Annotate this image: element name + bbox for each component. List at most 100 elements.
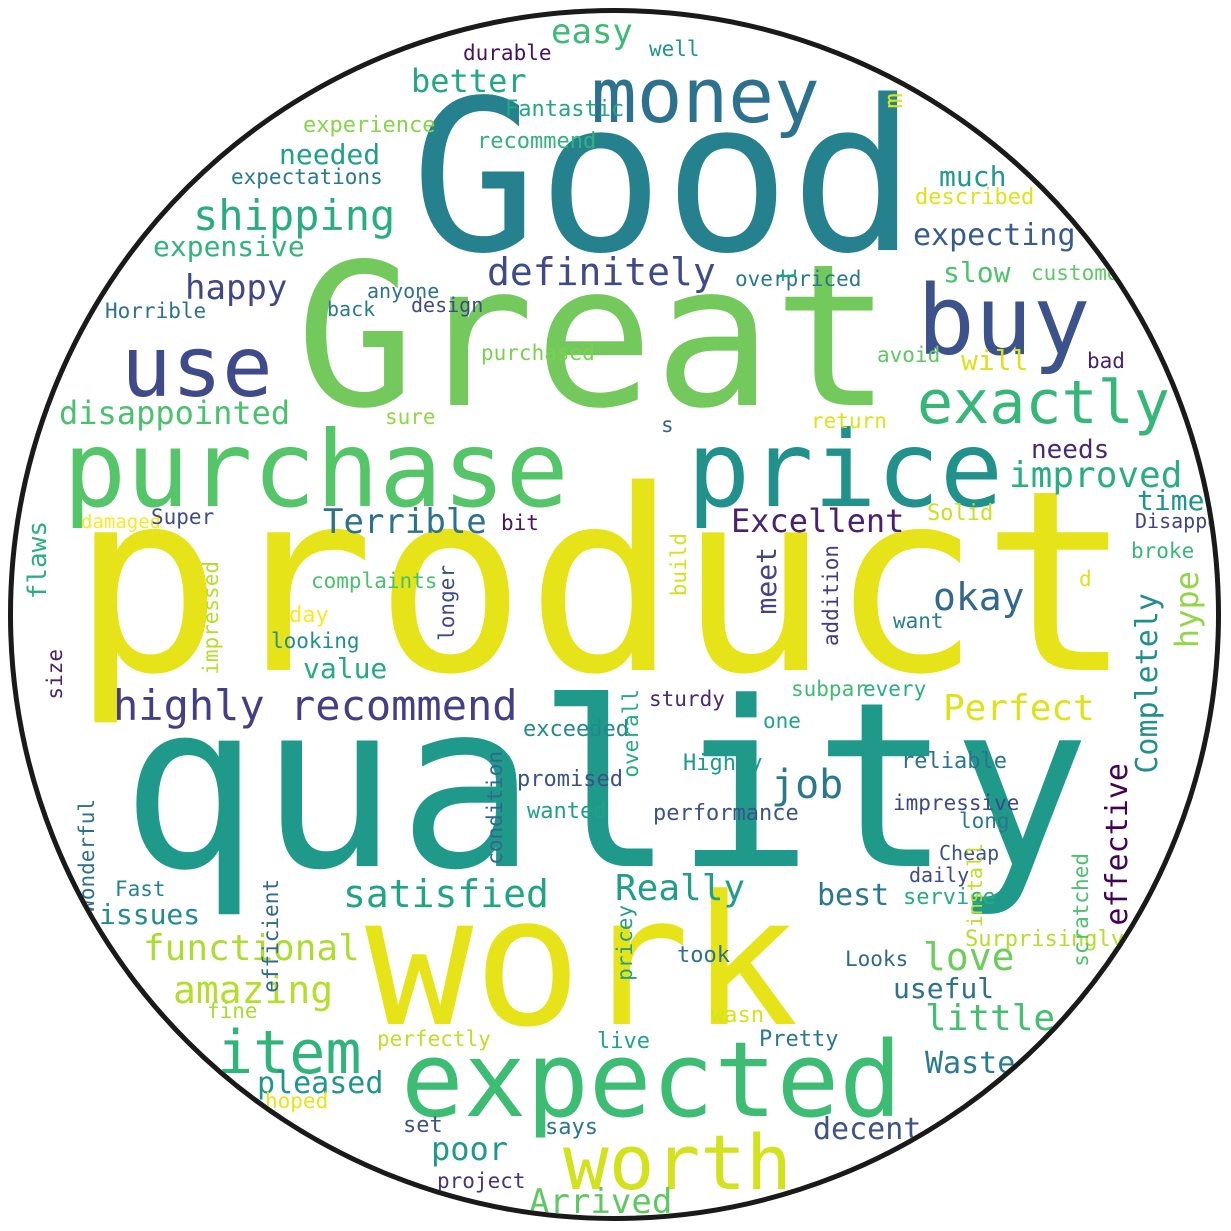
word-arrived: Arrived <box>529 1182 673 1221</box>
word-efficient: set <box>403 1113 443 1138</box>
word-d: return <box>811 409 887 433</box>
word-long: subpar <box>791 677 867 701</box>
word-effective: Surprisingly <box>965 927 1124 952</box>
word-recommend: hype <box>1168 571 1206 649</box>
word-exceeded: want <box>893 609 944 633</box>
word-says: install <box>963 843 987 928</box>
word-want: damaged <box>81 511 162 533</box>
word-well: meet <box>750 547 783 615</box>
word-looks: reliable <box>901 749 1007 774</box>
word-day: bit <box>501 511 539 535</box>
word-slow: slow <box>943 256 1011 289</box>
word-build: Looks <box>845 947 909 971</box>
word-happy: happy <box>185 268 288 308</box>
word-little: little <box>925 998 1056 1039</box>
word-performance: build <box>667 533 691 597</box>
word-longer: took <box>677 943 730 968</box>
word-much: much <box>939 160 1007 193</box>
word-reliable: looking <box>271 629 360 653</box>
word-impressive: addition <box>819 545 843 647</box>
word-good: Good <box>411 55 917 300</box>
word-durable: flaws <box>23 521 53 600</box>
word-money: money <box>591 51 820 140</box>
word-live: wanted <box>527 799 607 824</box>
word-buy: buy <box>917 265 1091 377</box>
word-needed: needed <box>279 138 381 171</box>
word-satisfied: satisfied <box>343 872 549 916</box>
word-super: purchased <box>481 341 595 365</box>
word-quality: quality <box>121 654 1091 921</box>
word-complaints: Super <box>151 505 215 529</box>
word-expectations: Completely <box>1130 593 1165 774</box>
word-item: item <box>217 1018 362 1088</box>
word-t: daily <box>909 863 970 887</box>
word-fantastic: t <box>773 267 803 283</box>
word-decent: decent <box>813 1112 922 1147</box>
word-design: experience <box>303 113 436 138</box>
word-cloud: product quality Great Good work purchase… <box>8 8 1221 1221</box>
word-worth: worth <box>563 1118 792 1207</box>
word-fast: every <box>863 677 927 701</box>
word-flaws: Fast <box>115 877 166 901</box>
word-cheap: exceeded <box>523 717 629 742</box>
word-highly-recommend: highly recommend <box>113 681 518 730</box>
word-okay: okay <box>933 575 1025 619</box>
word-hoped: impressive <box>893 791 1020 815</box>
word-hype: service <box>903 885 996 910</box>
word-better: better <box>411 62 527 100</box>
word-impressed: pricey <box>613 905 637 981</box>
word-value: value <box>303 652 388 685</box>
word-promised: impressed <box>199 561 223 675</box>
word-completely: scratched <box>1069 853 1093 967</box>
word-described: effective <box>1100 763 1135 926</box>
word-excellent: Excellent <box>731 502 905 540</box>
word-pretty: performance <box>653 801 799 826</box>
word-horrible: expectations <box>231 165 383 189</box>
word-meet: efficient <box>259 879 283 993</box>
word-wonderful: hoped <box>265 1089 329 1113</box>
word-expected: expected <box>401 1019 902 1141</box>
word-avoid: customer <box>1031 261 1133 285</box>
word-expecting: expecting <box>913 218 1076 253</box>
word-service: one <box>763 709 801 733</box>
word-anyone: Fantastic <box>505 97 625 122</box>
word-improved: improved <box>1009 455 1183 496</box>
word-price: price <box>687 409 1004 531</box>
word-broke: s <box>661 413 674 437</box>
word-shipping: shipping <box>193 191 396 240</box>
word-one: complaints <box>311 569 438 593</box>
word-use: use <box>121 318 273 416</box>
word-definitely: definitely <box>487 250 716 294</box>
word-scratched: says <box>545 1115 598 1140</box>
word-addition: fine <box>207 999 258 1023</box>
word-experience: m <box>879 93 909 109</box>
word-condition: perfectly <box>377 1027 491 1051</box>
word-fine: promised <box>517 767 623 792</box>
word-bit: avoid <box>877 343 941 367</box>
word-overall: live <box>597 1029 650 1054</box>
word-really: Really <box>615 868 746 909</box>
word-damaged: Horrible <box>105 299 207 323</box>
word-looking: Solid <box>927 501 994 526</box>
word-customer: durable <box>463 41 552 65</box>
word-useful: useful <box>893 972 995 1005</box>
word-sturdy: d <box>1079 567 1092 591</box>
word-took: Highly <box>683 751 763 776</box>
word-sure: anyone <box>367 279 440 303</box>
word-every: broke <box>1131 539 1195 563</box>
word-solid: bad <box>1087 349 1125 373</box>
word-waste: Waste <box>925 1046 1016 1081</box>
word-subpar: Disappointing <box>1135 509 1220 533</box>
word-love: love <box>923 935 1015 979</box>
word-install: Pretty <box>759 1027 839 1052</box>
word-size: wasn <box>711 1003 764 1028</box>
word-set: long <box>959 809 1010 833</box>
word-highly: day <box>289 603 329 628</box>
word-return: back <box>327 297 376 321</box>
word-surprisingly: size <box>43 649 67 700</box>
word-purchased: described <box>915 185 1035 210</box>
word-best: best <box>817 878 890 913</box>
word-project: Wonderful <box>75 799 99 913</box>
word-disappointing: sure <box>385 405 436 429</box>
word-back: recommend <box>477 129 597 154</box>
